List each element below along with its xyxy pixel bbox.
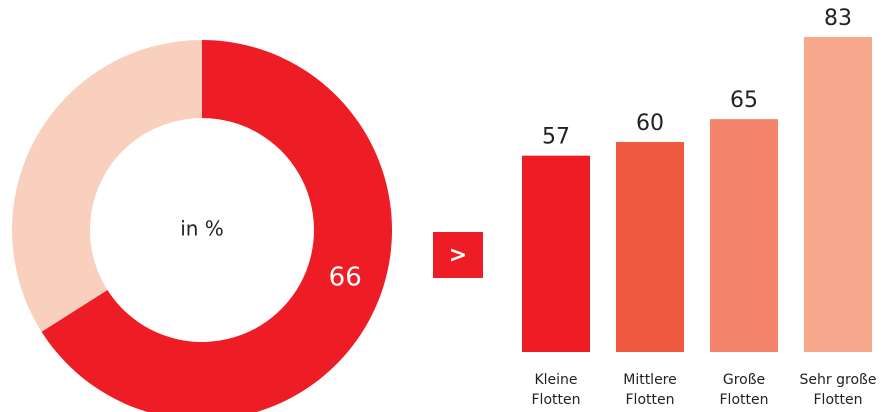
bar-value-label: 65 (730, 88, 758, 113)
bar-value-label: 83 (824, 6, 852, 31)
bar (710, 119, 778, 352)
category-label: Sehr große Flotten (799, 372, 877, 408)
bar (616, 141, 684, 352)
donut-segment (41, 40, 392, 412)
category-label: Große Flotten (719, 372, 769, 408)
bar-value-label: 60 (636, 111, 664, 136)
donut-segment (11, 40, 202, 332)
category-label: Kleine Flotten (531, 372, 581, 408)
bar-value-label: 57 (542, 125, 570, 150)
separator-text: > (449, 243, 467, 268)
donut-label: 66 (329, 262, 362, 292)
bar (522, 155, 590, 352)
category-label: Mittlere Flotten (623, 372, 677, 408)
separator-box (433, 232, 483, 278)
bar (804, 36, 872, 353)
center-label: in % (180, 217, 224, 241)
